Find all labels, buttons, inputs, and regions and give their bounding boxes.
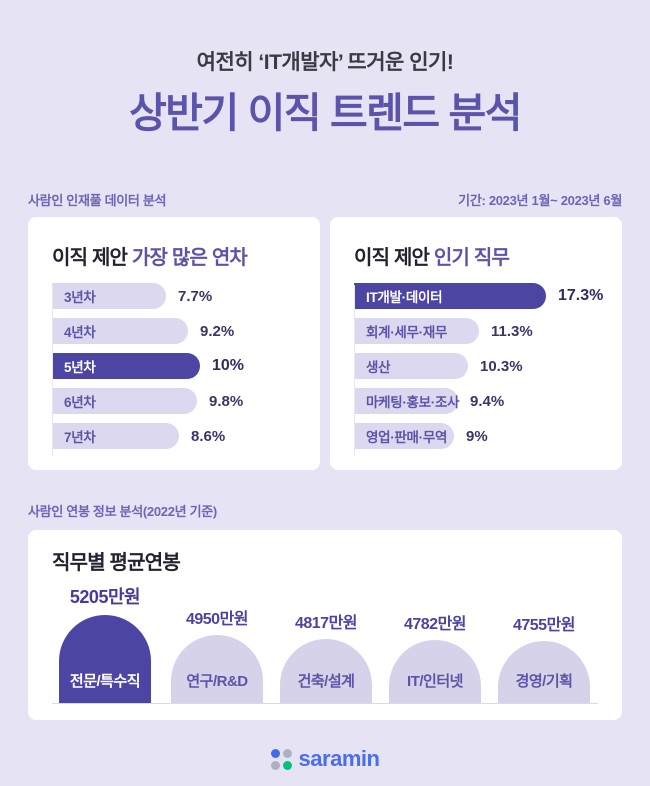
bar-value: 9.2% [200, 322, 235, 340]
bar-row: 생산 10.3% [354, 353, 622, 380]
salary-section-label: 사람인 연봉 정보 분석(2022년 기준) [28, 504, 217, 520]
arch-bar: 경영/기획 [498, 641, 590, 704]
bar-label: 회계·세무·재무 [366, 325, 448, 341]
saramin-logo: saramin [270, 746, 380, 772]
bar: 6년차 [52, 388, 197, 415]
bar: 4년차 [52, 318, 188, 345]
saramin-logo-text: saramin [298, 746, 380, 772]
arch-bar: 건축/설계 [280, 639, 372, 704]
card-tenure-chart: 이직 제안 가장 많은 연차 3년차 7.7% 4년차 9.2% 5년차 10% 6년차 9.… [28, 217, 320, 471]
bar-row: 영업·판매·무역 9% [354, 423, 622, 450]
bar-label: 3년차 [64, 290, 96, 306]
bar-row: 회계·세무·재무 11.3% [354, 318, 622, 345]
arch-label: 건축/설계 [297, 673, 355, 691]
jobs-bar-chart: IT개발·데이터 17.3% 회계·세무·재무 11.3% 생산 10.3% 마케팅·홍보·… [354, 283, 622, 457]
footer: saramin [0, 746, 650, 772]
bar-label: 생산 [366, 360, 391, 376]
data-source-label: 사람인 인재풀 데이터 분석 [28, 193, 167, 209]
bar-label: 마케팅·홍보·조사 [366, 395, 460, 411]
period-label: 기간: 2023년 1월~ 2023년 6월 [458, 193, 622, 209]
jobs-title-accent: 인기 직무 [433, 247, 510, 270]
bar-label: 6년차 [64, 395, 96, 411]
page-title: 상반기 이직 트렌드 분석 [129, 90, 522, 136]
bar-row: 4년차 9.2% [52, 318, 320, 345]
chart-baseline [52, 702, 598, 705]
bar: 5년차 [52, 353, 200, 380]
bar: 7년차 [52, 423, 179, 450]
header-subtitle: 여전히 ‘IT개발자’ 뜨거운 인기! [196, 51, 454, 74]
bar-value: 10.3% [480, 357, 523, 375]
bar-value: 9.8% [209, 392, 244, 410]
arch-column: 4782만원 IT/인터넷 [389, 610, 481, 704]
bar-row: 마케팅·홍보·조사 9.4% [354, 388, 622, 415]
bar-row: IT개발·데이터 17.3% [354, 283, 622, 310]
logo-dot-gray [282, 748, 292, 758]
arch-value: 5205만원 [69, 587, 141, 608]
tenure-chart-title: 이직 제안 가장 많은 연차 [52, 241, 320, 270]
bar-label: 7년차 [64, 430, 96, 446]
salary-arch-chart: 5205만원 전문/특수직 4950만원 연구/R&D 4817만원 건축/설계 4782만… [52, 530, 598, 720]
bar-value: 9.4% [470, 392, 505, 410]
saramin-dots-icon [270, 748, 292, 770]
bar: 생산 [354, 353, 468, 380]
arch-label: 연구/R&D [186, 673, 248, 691]
logo-dot-gray [270, 760, 280, 770]
arch-bar: IT/인터넷 [389, 640, 481, 704]
tenure-title-prefix: 이직 제안 [52, 247, 132, 270]
jobs-chart-title: 이직 제안 인기 직무 [354, 241, 622, 270]
bar-value: 7.7% [178, 287, 213, 305]
bar: 영업·판매·무역 [354, 423, 454, 450]
bar-label: 4년차 [64, 325, 96, 341]
card-jobs-chart: 이직 제안 인기 직무 IT개발·데이터 17.3% 회계·세무·재무 11.3% 생산… [330, 217, 622, 471]
arch-value: 4755만원 [512, 617, 576, 635]
bar: IT개발·데이터 [354, 283, 546, 310]
arch-label: IT/인터넷 [407, 673, 463, 691]
bar-label: IT개발·데이터 [366, 290, 443, 306]
bar-value: 9% [466, 427, 488, 445]
bar-label: 영업·판매·무역 [366, 430, 448, 446]
tenure-bar-chart: 3년차 7.7% 4년차 9.2% 5년차 10% 6년차 9.8% 7년차 8.6% [52, 283, 320, 457]
logo-dot-green [282, 760, 292, 770]
bar-label: 5년차 [64, 360, 96, 376]
arch-label: 경영/기획 [515, 673, 573, 691]
bar: 마케팅·홍보·조사 [354, 388, 460, 415]
arch-bar: 연구/R&D [171, 635, 263, 704]
arch-bar: 전문/특수직 [59, 615, 151, 704]
jobs-title-prefix: 이직 제안 [354, 247, 434, 270]
bar-value: 11.3% [491, 322, 533, 340]
bar-row: 7년차 8.6% [52, 423, 320, 450]
arch-value: 4782만원 [403, 616, 467, 634]
arch-value: 4817만원 [294, 615, 358, 633]
cards-row: 이직 제안 가장 많은 연차 3년차 7.7% 4년차 9.2% 5년차 10% 6년차 9.… [28, 217, 622, 471]
logo-dot-blue [270, 748, 280, 758]
bar: 회계·세무·재무 [354, 318, 479, 345]
tenure-title-accent: 가장 많은 연차 [131, 247, 248, 270]
arch-value: 4950만원 [185, 611, 249, 629]
card-salary-chart: 직무별 평균연봉 5205만원 전문/특수직 4950만원 연구/R&D 4817만원 건… [28, 530, 622, 721]
bar: 3년차 [52, 283, 166, 310]
bar-value: 8.6% [191, 427, 226, 445]
arch-label: 전문/특수직 [69, 673, 141, 691]
salary-chart-title: 직무별 평균연봉 [52, 552, 181, 575]
bar-value: 10% [212, 357, 245, 375]
bar-value: 17.3% [558, 287, 604, 305]
bar-row: 6년차 9.8% [52, 388, 320, 415]
meta-row: 사람인 인재풀 데이터 분석 기간: 2023년 1월~ 2023년 6월 [28, 190, 622, 209]
bar-row: 5년차 10% [52, 353, 320, 380]
bar-row: 3년차 7.7% [52, 283, 320, 310]
